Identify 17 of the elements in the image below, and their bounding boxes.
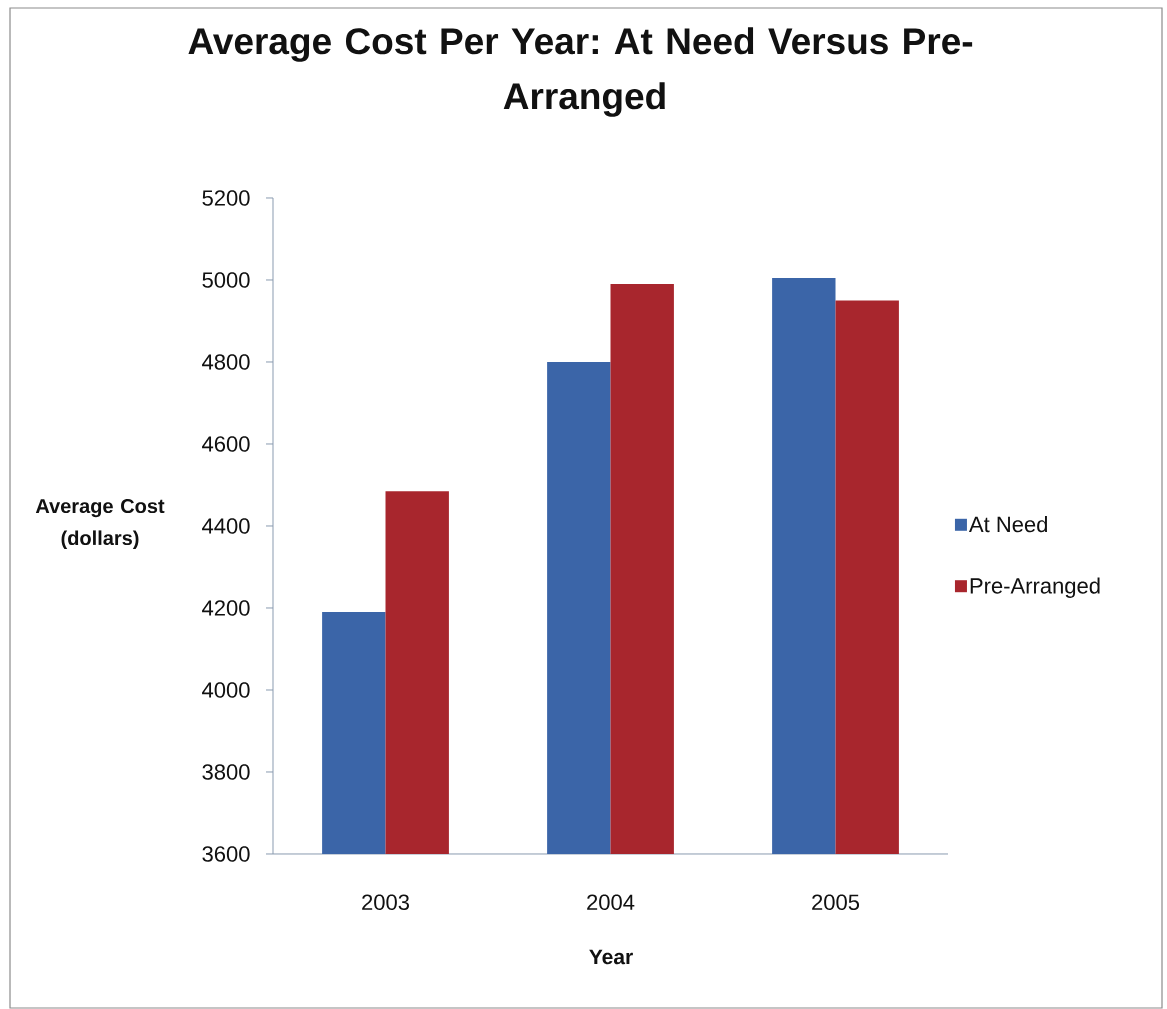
y-tick-label: 3600 xyxy=(202,846,250,862)
y-tick-label: 5200 xyxy=(202,190,250,206)
y-axis-title: Average Cost (dollars) xyxy=(35,498,165,550)
y-tick-label: 4200 xyxy=(202,600,250,616)
chart-title: Average Cost Per Year: At Need Versus Pre-Arranged xyxy=(188,27,973,117)
y-tick-label: 4800 xyxy=(202,354,250,370)
x-tick-label: 2005 xyxy=(812,894,860,911)
y-tick-label: 4600 xyxy=(202,436,250,452)
y-tick-label: 4400 xyxy=(202,518,250,534)
x-tick-label: 2004 xyxy=(587,894,635,911)
y-tick-label: 4000 xyxy=(202,682,250,698)
y-tick-label: 3800 xyxy=(202,764,250,780)
legend-label: At Need xyxy=(969,516,1047,533)
x-tick-label: 2003 xyxy=(362,894,409,911)
y-tick-label: 5000 xyxy=(202,272,250,288)
legend-label: Pre-Arranged xyxy=(970,577,1100,598)
x-axis-title: Year xyxy=(589,949,633,965)
